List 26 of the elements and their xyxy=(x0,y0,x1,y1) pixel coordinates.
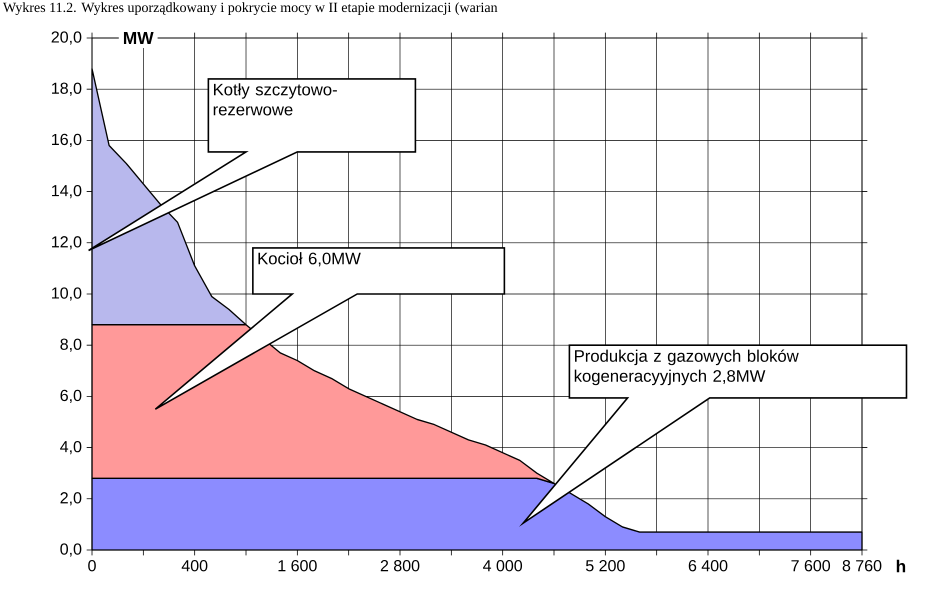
x-axis-title: h xyxy=(896,560,906,572)
x-tick-label: 7 600 xyxy=(791,560,830,572)
chart-title: Wykres 11.2. Wykres uporządkowany i pokrycie mocy w II etapie modernizacji (warian xyxy=(2,2,498,15)
x-tick-label: 8 760 xyxy=(842,560,882,572)
y-tick-label: 2,0 xyxy=(60,492,82,506)
x-tick-label: 5 200 xyxy=(586,560,625,572)
y-tick-label: 12,0 xyxy=(52,236,82,250)
x-tick-label: 400 xyxy=(182,560,208,572)
x-tick-label: 2 800 xyxy=(380,560,420,572)
y-tick-label: 14,0 xyxy=(52,184,82,198)
x-tick-label: 1 600 xyxy=(278,560,317,572)
y-tick-label: 0,0 xyxy=(60,543,82,557)
y-tick-label: 18,0 xyxy=(52,82,82,96)
annotation: Kocioł 6,0MW xyxy=(258,252,361,266)
y-tick-label: 10,0 xyxy=(52,287,82,301)
y-tick-label: 6,0 xyxy=(60,390,82,403)
x-tick-label: 6 400 xyxy=(688,560,728,572)
y-axis-title: MW xyxy=(124,32,154,44)
annotation: Kotły szczytowo-rezerwowe xyxy=(214,83,337,116)
x-tick-label: 0 xyxy=(88,560,96,572)
y-tick-label: 4,0 xyxy=(60,440,82,454)
y-tick-label: 8,0 xyxy=(60,338,82,352)
x-tick-label: 4 000 xyxy=(483,560,522,572)
y-tick-label: 20,0 xyxy=(52,31,82,45)
annotation: Produkcja z gazowych bloków kogeneracyyjnych 2,8MW xyxy=(574,349,799,386)
y-tick-label: 16,0 xyxy=(52,134,82,147)
